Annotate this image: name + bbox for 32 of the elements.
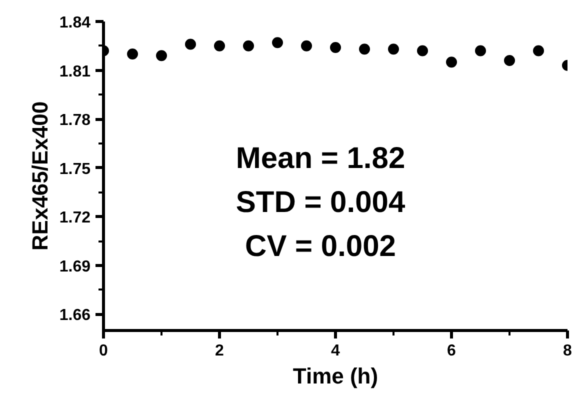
point bbox=[359, 44, 370, 55]
annotation: STD = 0.004 bbox=[236, 186, 406, 219]
annotation: Mean = 1.82 bbox=[236, 142, 406, 175]
x-axis-title: Time (h) bbox=[292, 364, 378, 388]
point bbox=[301, 40, 312, 52]
point bbox=[243, 40, 254, 52]
point bbox=[533, 45, 544, 56]
y-tick-label: 1.69 bbox=[59, 258, 91, 276]
y-tick-label: 1.84 bbox=[59, 14, 91, 32]
y-tick-label: 1.66 bbox=[59, 307, 91, 324]
point bbox=[475, 45, 486, 56]
point bbox=[330, 42, 341, 54]
y-tick-label: 1.81 bbox=[59, 63, 91, 80]
point bbox=[272, 37, 283, 48]
x-tick-label: 6 bbox=[447, 342, 456, 360]
point bbox=[156, 50, 167, 62]
point bbox=[127, 48, 138, 60]
point bbox=[446, 56, 457, 68]
point bbox=[417, 45, 428, 56]
x-tick-label: 8 bbox=[563, 342, 572, 360]
x-tick-label: 2 bbox=[215, 342, 224, 360]
y-tick-label: 1.72 bbox=[59, 210, 91, 227]
x-tick-label: 4 bbox=[331, 342, 340, 360]
x-tick-label: 0 bbox=[99, 342, 108, 360]
y-axis-title: REx465/Ex400 bbox=[27, 101, 52, 251]
point bbox=[504, 55, 515, 66]
y-tick-label: 1.78 bbox=[59, 112, 91, 130]
point bbox=[388, 44, 399, 55]
point bbox=[185, 38, 196, 50]
annotation: CV = 0.002 bbox=[245, 230, 396, 263]
point bbox=[214, 40, 225, 52]
y-tick-label: 1.75 bbox=[59, 160, 91, 178]
